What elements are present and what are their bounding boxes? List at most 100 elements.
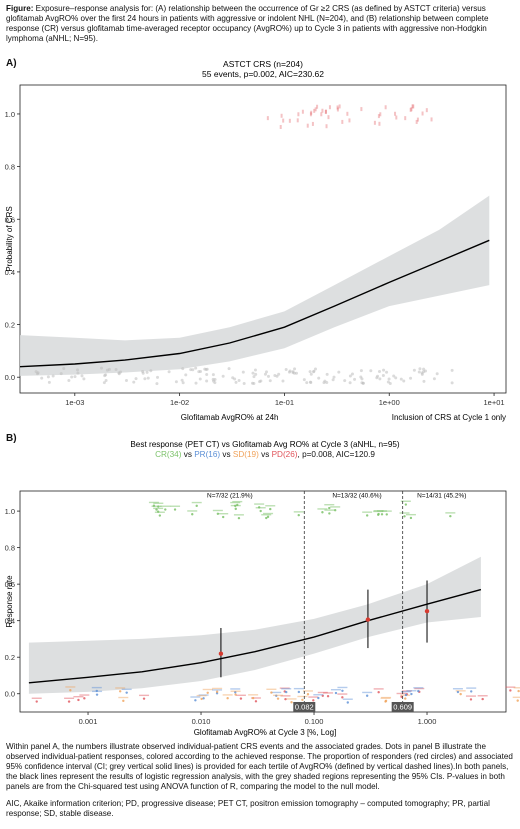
caption-text: Exposure–response analysis for: (A) rela… [6, 4, 489, 43]
panel-b-y-axis-label: Response rate [5, 575, 14, 628]
panel-b-point-label-mark [160, 505, 171, 507]
panel-b-x-tick-label: 0.100 [305, 717, 324, 726]
panel-b-data-point [417, 689, 420, 693]
legend-entry-sd19: SD(19) [233, 450, 259, 459]
panel-b-point-label-mark [396, 692, 407, 695]
panel-b-point-label-mark [324, 509, 335, 511]
panel-b-point-label-mark [115, 687, 126, 689]
panel-a-data-point [308, 370, 312, 374]
legend-entry-cr34: CR(34) [155, 450, 182, 459]
panel-a-data-point [205, 373, 209, 377]
panel-b-point-label-mark [230, 688, 241, 690]
panel-b-data-point [215, 690, 219, 693]
panel-b-data-point [317, 696, 320, 700]
panel-a-event-marker [384, 105, 387, 110]
panel-b-point-label-mark [254, 503, 265, 505]
panel-b-point-label-mark [212, 509, 223, 512]
panel-a-data-point [292, 371, 296, 375]
panel-b-x-axis-label: Glofitamab AvgRO% at Cycle 3 [%, Log] [194, 728, 337, 737]
panel-a-data-point [450, 381, 454, 385]
panel-a-plot-frame [19, 84, 507, 394]
panel-b-point-label-mark [263, 512, 274, 515]
panel-b-data-point [157, 505, 160, 508]
panel-b-tertile-cut-label: 0.609 [393, 703, 412, 712]
panel-a-event-marker [282, 118, 285, 123]
panel-b-fit-line [28, 588, 482, 684]
panel-b-point-label-mark [273, 694, 284, 697]
panel-b-subtitle: p=0.008, AIC=120.9 [302, 450, 375, 459]
panel-a-data-point [331, 378, 335, 382]
panel-a-data-point [124, 378, 128, 382]
panel-a-data-point [132, 380, 136, 384]
panel-a-event-marker [309, 112, 312, 117]
panel-a-data-point [265, 370, 269, 374]
panel-b-data-point [200, 697, 203, 701]
panel-b-point-label-mark [279, 687, 290, 689]
panel-a-event-marker [336, 107, 339, 112]
panel-a-data-point [184, 373, 188, 377]
panel-b-point-label-mark [218, 513, 229, 515]
legend-separator: vs [220, 450, 233, 459]
panel-b-point-label-mark [381, 696, 392, 699]
panel-a-data-point [194, 366, 198, 370]
panel-b-data-point [95, 693, 99, 696]
panel-a-event-marker [421, 111, 424, 116]
panel-a-event-marker [394, 111, 397, 116]
panel-b-tertile-proportion [424, 608, 430, 614]
panel-b-point-label-mark [118, 696, 129, 699]
panel-a-data-point [263, 372, 267, 376]
panel-b-data-point [234, 693, 237, 696]
panel-b-data-point [290, 701, 293, 704]
panel-b-data-point [326, 695, 330, 698]
panel-b-data-point [254, 700, 258, 703]
panel-a-data-point [332, 375, 336, 379]
panel-a-data-point [418, 367, 422, 371]
panel-a-event-marker [266, 116, 269, 121]
panel-a-title: ASTCT CRS (n=204) [223, 59, 303, 69]
panel-b-data-point [517, 689, 520, 693]
panel-a-ci-ribbon [20, 195, 490, 376]
panel-b-point-label-mark [153, 502, 164, 504]
panel-a-event-marker [306, 123, 309, 128]
panel-a-x-axis-note: Inclusion of CRS at Cycle 1 only [392, 413, 506, 422]
panel-a-data-point [385, 370, 389, 374]
panel-a-data-point [359, 369, 363, 373]
panel-b-point-label-mark [73, 695, 84, 698]
legend-entry-pd26: PD(26) [272, 450, 298, 459]
panel-a-data-point [432, 377, 436, 381]
panel-b-point-label-mark [266, 688, 277, 690]
panel-a-data-point [149, 369, 153, 373]
panel-b-data-point [404, 693, 408, 697]
panel-a-event-marker [297, 112, 300, 117]
panel-b-data-point [365, 514, 369, 517]
panel-a-event-marker [412, 104, 415, 109]
panel-a-data-point [317, 376, 321, 380]
panel-a-event-marker [425, 108, 428, 113]
panel-b-point-label-mark [413, 687, 424, 689]
panel-b-point-label-mark [330, 689, 341, 691]
panel-b-y-tick-label: 0.8 [5, 544, 15, 553]
panel-b-data-point [266, 515, 270, 519]
panel-a-data-point [402, 379, 406, 383]
panel-a-data-point [381, 374, 385, 378]
panel-a-data-point [180, 378, 184, 382]
panel-a-event-marker [409, 107, 412, 112]
panel-a-data-point [146, 376, 150, 380]
panel-a-data-point [399, 377, 403, 381]
panel-b-point-label-mark [313, 694, 324, 696]
panel-a-data-point [277, 372, 281, 376]
caption-prefix: Figure: [6, 4, 34, 13]
panel-b-point-label-mark [405, 513, 416, 516]
panel-b-data-point [265, 516, 268, 520]
panel-b-point-label-mark [406, 690, 417, 692]
panel-a-data-point [417, 370, 421, 374]
panel-a-data-point [197, 370, 201, 374]
panel-b-point-label-mark [323, 692, 334, 694]
panel-b-point-label-mark [153, 507, 164, 510]
panel-b-tertile-cut-label: 0.082 [295, 703, 314, 712]
panel-b-data-point [410, 692, 413, 696]
panel-b-y-tick-label: 0.2 [5, 653, 15, 662]
panel-a-data-point [392, 374, 396, 378]
panel-a-data-point [67, 379, 71, 383]
